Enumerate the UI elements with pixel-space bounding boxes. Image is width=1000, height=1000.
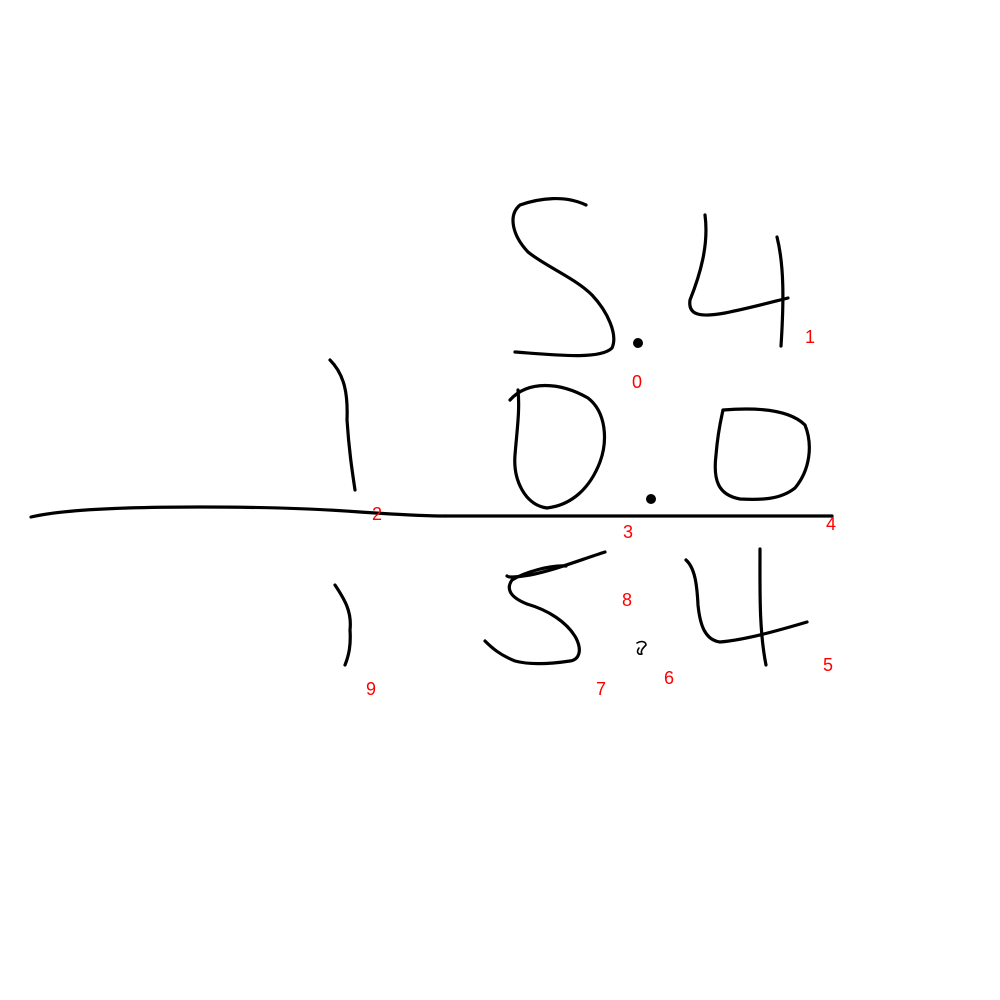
horizontal-line-left (29, 505, 447, 519)
stroke-index-label: 2 (372, 504, 382, 524)
stroke-index-label: 5 (823, 655, 833, 675)
digit-4-bottom-left-stroke (684, 558, 809, 644)
digit-1-bottom-stroke (333, 583, 352, 667)
digit-4-top-right-stroke (775, 235, 785, 348)
digit-1-middle-stroke (328, 358, 357, 492)
stroke-index-label: 1 (805, 327, 815, 347)
stray-scribble-mark (636, 640, 647, 655)
stroke-index-label: 4 (826, 514, 836, 534)
stroke-index-label: 9 (366, 679, 376, 699)
digit-0-right-stroke (713, 407, 811, 501)
digit-5-top-stroke (511, 196, 616, 358)
stroke-index-label: 7 (596, 679, 606, 699)
digit-4-bottom-right-stroke (758, 547, 768, 667)
stroke-index-label: 0 (632, 372, 642, 392)
decimal-point-middle (646, 494, 656, 504)
stroke-index-label: 3 (623, 522, 633, 542)
stroke-index-label: 6 (664, 668, 674, 688)
stroke-index-label: 8 (622, 590, 632, 610)
digit-5-bottom-top-stroke (505, 550, 607, 579)
decimal-point-top (633, 338, 643, 348)
digit-0-middle-stroke (508, 383, 607, 510)
digit-5-bottom-main-stroke (483, 564, 581, 666)
digit-4-top-left-stroke (688, 213, 790, 317)
